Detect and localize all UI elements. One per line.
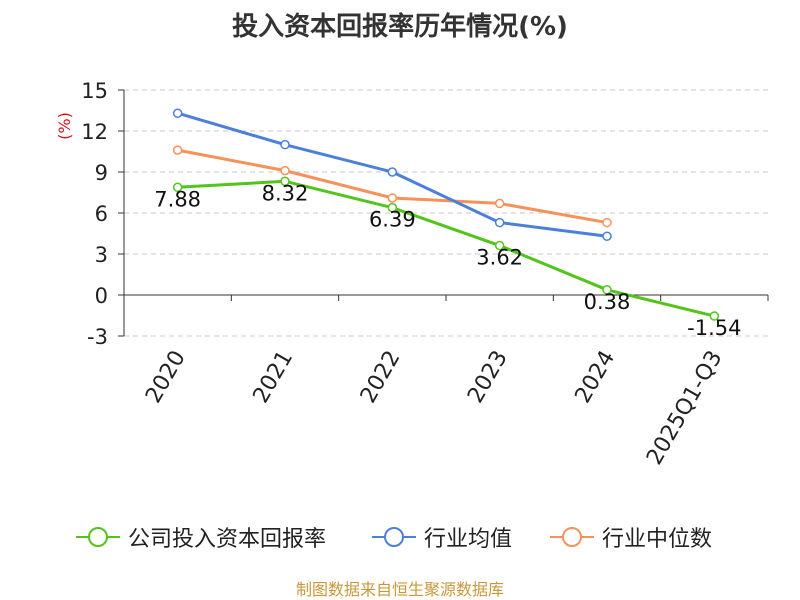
data-point: [280, 165, 290, 176]
data-point: [494, 217, 505, 228]
legend-label: 公司投入资本回报率: [128, 527, 327, 552]
data-point: [280, 139, 290, 150]
y-tick-label: 6: [95, 202, 108, 226]
y-tick-label: 15: [81, 79, 108, 103]
x-tick-label: 2022: [356, 347, 406, 408]
data-source-note: 制图数据来自恒生聚源数据库: [295, 580, 504, 599]
data-point: [172, 145, 183, 155]
y-axis-label: (%): [55, 112, 74, 140]
data-point: [387, 202, 398, 213]
legend-marker-icon: [550, 527, 594, 547]
legend-marker-icon: [372, 527, 416, 547]
data-label: 0.38: [584, 290, 631, 314]
x-tick-label: 2024: [571, 347, 621, 408]
series-line: [177, 179, 715, 318]
chart-title: 投入资本回报率历年情况(%): [232, 12, 568, 42]
legend-label: 行业均值: [424, 527, 513, 552]
x-tick-label: 2023: [463, 347, 513, 408]
axes: -3 0 3 6 9 12 15 (%) 2020 2021 2022 2023 2024 2025Q1-…: [55, 79, 769, 470]
data-label: 8.32: [262, 181, 309, 205]
data-label: 7.88: [154, 187, 201, 211]
data-label: 6.39: [369, 208, 416, 232]
y-tick-label: 3: [95, 243, 108, 267]
data-point: [494, 198, 505, 209]
legend-marker-icon: [76, 527, 120, 547]
y-tick-label: -3: [87, 325, 108, 349]
data-point: [602, 217, 612, 228]
series-layer: [172, 108, 720, 321]
data-point: [387, 193, 398, 203]
data-point: [172, 182, 183, 193]
y-tick-label: 12: [81, 120, 108, 144]
y-tick-label: 0: [95, 284, 108, 308]
data-point: [494, 240, 505, 251]
x-tick-label: 2021: [249, 347, 299, 408]
data-point: [602, 231, 612, 241]
legend: 公司投入资本回报率 行业均值 行业中位数: [0, 520, 800, 554]
data-point: [387, 167, 398, 177]
data-labels: 7.88 8.32 6.39 3.62 0.38 -1.54: [154, 181, 741, 340]
data-label: 3.62: [476, 246, 523, 270]
data-point: [172, 108, 183, 118]
data-label: -1.54: [687, 316, 741, 340]
x-tick-label: 2020: [141, 347, 191, 408]
x-tick-label: 2025Q1-Q3: [642, 347, 727, 470]
legend-item-industry-average[interactable]: 行业均值: [370, 520, 512, 554]
legend-item-industry-median[interactable]: 行业中位数: [548, 520, 712, 554]
y-tick-label: 9: [95, 161, 108, 185]
data-point: [602, 285, 612, 295]
data-point: [709, 311, 720, 321]
legend-label: 行业中位数: [602, 527, 713, 552]
data-point: [280, 176, 290, 187]
legend-item-company[interactable]: 公司投入资本回报率: [74, 520, 326, 554]
